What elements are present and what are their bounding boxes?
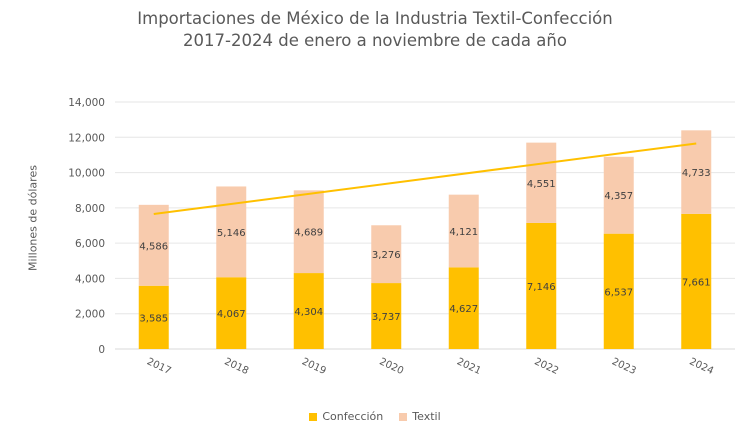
chart-subtitle: 2017-2024 de enero a noviembre de cada a… [183,31,567,50]
y-tick-label: 4,000 [75,273,105,285]
data-label-textil: 4,689 [294,228,323,239]
chart-title: Importaciones de México de la Industria … [0,8,750,52]
bar-confeccin [681,213,712,349]
y-tick-label: 14,000 [68,97,105,109]
data-label-textil: 4,551 [527,179,556,190]
trendline [153,142,697,216]
bar-confeccin [138,285,169,349]
bar-textil [216,186,247,278]
data-label-confeccin: 4,627 [449,304,478,315]
x-tick-label: 2024 [687,356,715,377]
data-label-confeccin: 4,067 [217,309,246,320]
data-label-confeccin: 7,661 [682,277,711,288]
bar-confeccin [526,222,557,349]
y-tick-label: 2,000 [75,309,105,321]
y-tick-label: 8,000 [75,203,105,215]
data-label-confeccin: 6,537 [604,287,633,298]
x-tick-label: 2017 [145,356,173,377]
x-tick-label: 2020 [377,356,405,377]
data-label-textil: 4,586 [139,241,168,252]
data-label-textil: 3,276 [372,250,401,261]
data-label-confeccin: 4,304 [294,307,323,318]
legend-label: Confección [322,410,384,423]
data-label-confeccin: 3,585 [139,313,168,324]
bar-textil [371,225,402,284]
y-tick-label: 12,000 [68,132,105,144]
legend-label: Textil [412,410,441,423]
bar-textil [448,194,479,268]
bar-confeccin [603,233,634,349]
bar-confeccin [371,283,402,349]
legend-item: Confección [309,410,383,423]
data-label-textil: 4,357 [604,191,633,202]
bar-confeccin [448,267,479,349]
x-tick-label: 2023 [610,356,638,377]
bar-confeccin [293,273,324,349]
data-label-textil: 4,121 [449,227,478,238]
chart-title-line1: Importaciones de México de la Industria … [137,9,613,28]
legend: Confección Textil [0,410,750,424]
y-axis-label: Millones de dólares [26,165,40,271]
x-tick-label: 2021 [455,356,483,377]
bar-confeccin [216,277,247,349]
legend-swatch [309,412,318,421]
x-tick-label: 2022 [532,356,560,377]
data-label-textil: 5,146 [217,228,246,239]
bar-textil [293,190,324,274]
legend-swatch [399,412,408,421]
bar-textil [138,204,169,286]
y-tick-label: 10,000 [68,168,105,180]
x-tick-label: 2018 [222,356,250,377]
data-label-textil: 4,733 [682,168,711,179]
bar-textil [526,142,557,223]
y-tick-label: 6,000 [75,238,105,250]
data-label-confeccin: 7,146 [527,282,556,293]
data-label-confeccin: 3,737 [372,312,401,323]
legend-item: Textil [399,410,441,423]
x-tick-label: 2019 [300,356,328,377]
bar-textil [603,156,634,234]
y-tick-label: 0 [98,344,105,356]
